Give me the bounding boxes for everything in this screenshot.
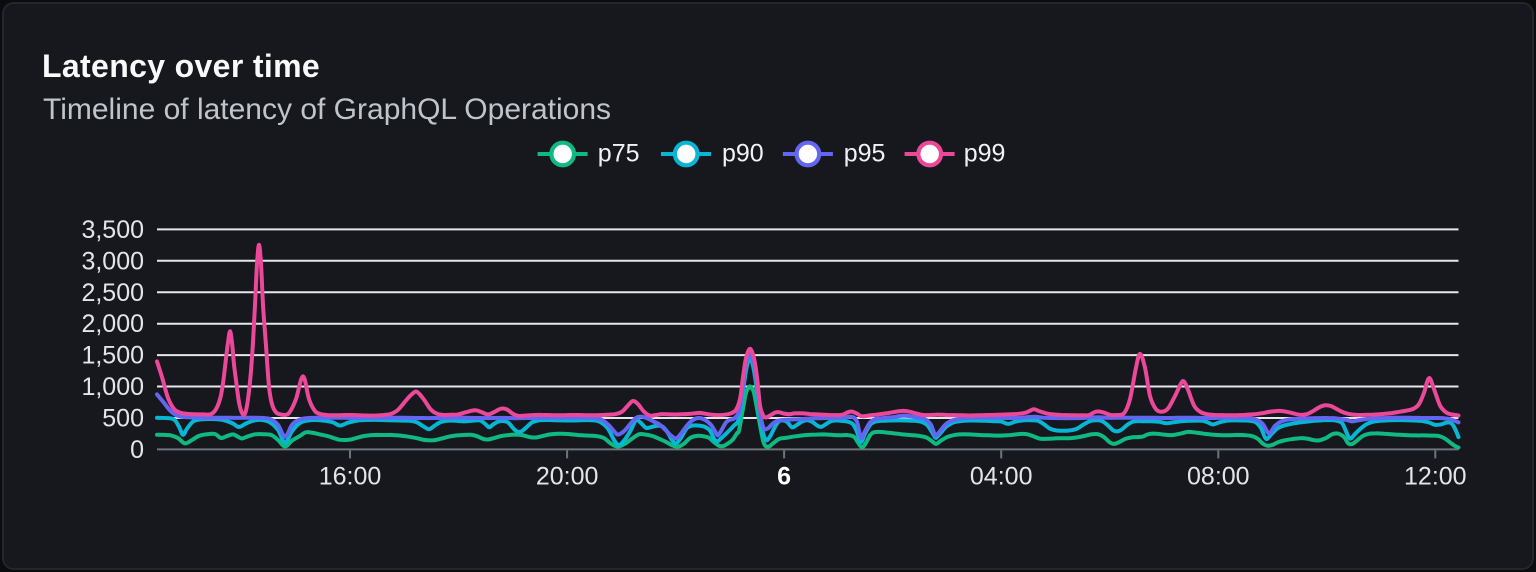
svg-text:16:00: 16:00: [319, 463, 382, 491]
svg-text:p95: p95: [844, 140, 886, 168]
svg-text:2,500: 2,500: [81, 279, 144, 307]
svg-text:p75: p75: [598, 140, 640, 168]
svg-text:Latency over time: Latency over time: [42, 48, 320, 84]
svg-text:2,000: 2,000: [81, 310, 144, 338]
svg-text:20:00: 20:00: [536, 463, 599, 491]
svg-text:500: 500: [102, 405, 144, 433]
svg-text:0: 0: [130, 436, 144, 464]
svg-text:1,000: 1,000: [81, 373, 144, 401]
svg-text:p90: p90: [722, 140, 764, 168]
svg-text:1,500: 1,500: [81, 342, 144, 370]
svg-text:p99: p99: [964, 140, 1006, 168]
svg-text:Timeline of latency of GraphQL: Timeline of latency of GraphQL Operation…: [43, 93, 611, 126]
svg-text:3,500: 3,500: [81, 216, 144, 244]
svg-text:12:00: 12:00: [1404, 463, 1467, 491]
svg-text:04:00: 04:00: [970, 463, 1033, 491]
svg-text:08:00: 08:00: [1187, 463, 1250, 491]
svg-text:3,000: 3,000: [81, 247, 144, 275]
svg-text:6: 6: [777, 463, 791, 491]
